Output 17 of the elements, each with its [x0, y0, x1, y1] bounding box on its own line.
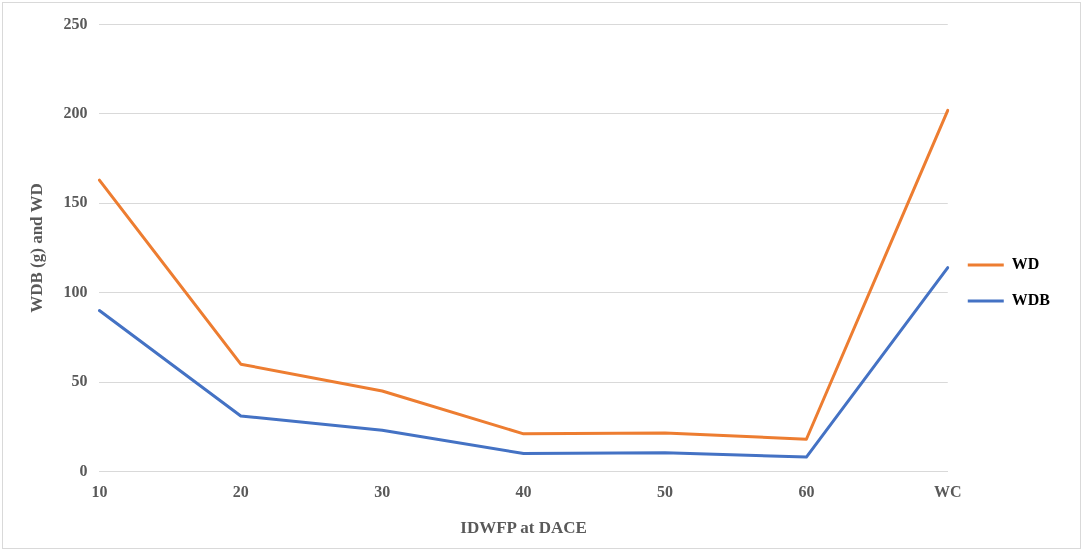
y-tick-label: 100 — [63, 282, 88, 300]
y-tick-label: 250 — [63, 14, 88, 32]
legend-label: WD — [1011, 255, 1040, 273]
y-tick-label: 50 — [71, 372, 88, 390]
y-axis-title: WDB (g) and WD — [26, 183, 46, 313]
y-tick-label: 0 — [79, 461, 88, 479]
legend-label: WDB — [1011, 291, 1051, 309]
x-axis-title: IDWFP at DACE — [460, 518, 587, 538]
x-tick-label: WC — [933, 483, 962, 501]
y-tick-label: 150 — [63, 193, 88, 211]
x-tick-label: 30 — [374, 483, 391, 501]
x-tick-label: 20 — [232, 483, 249, 501]
x-tick-label: 40 — [515, 483, 532, 501]
x-tick-label: 50 — [656, 483, 673, 501]
x-tick-label: 10 — [91, 483, 108, 501]
y-tick-label: 200 — [63, 104, 88, 122]
x-tick-label: 60 — [798, 483, 815, 501]
